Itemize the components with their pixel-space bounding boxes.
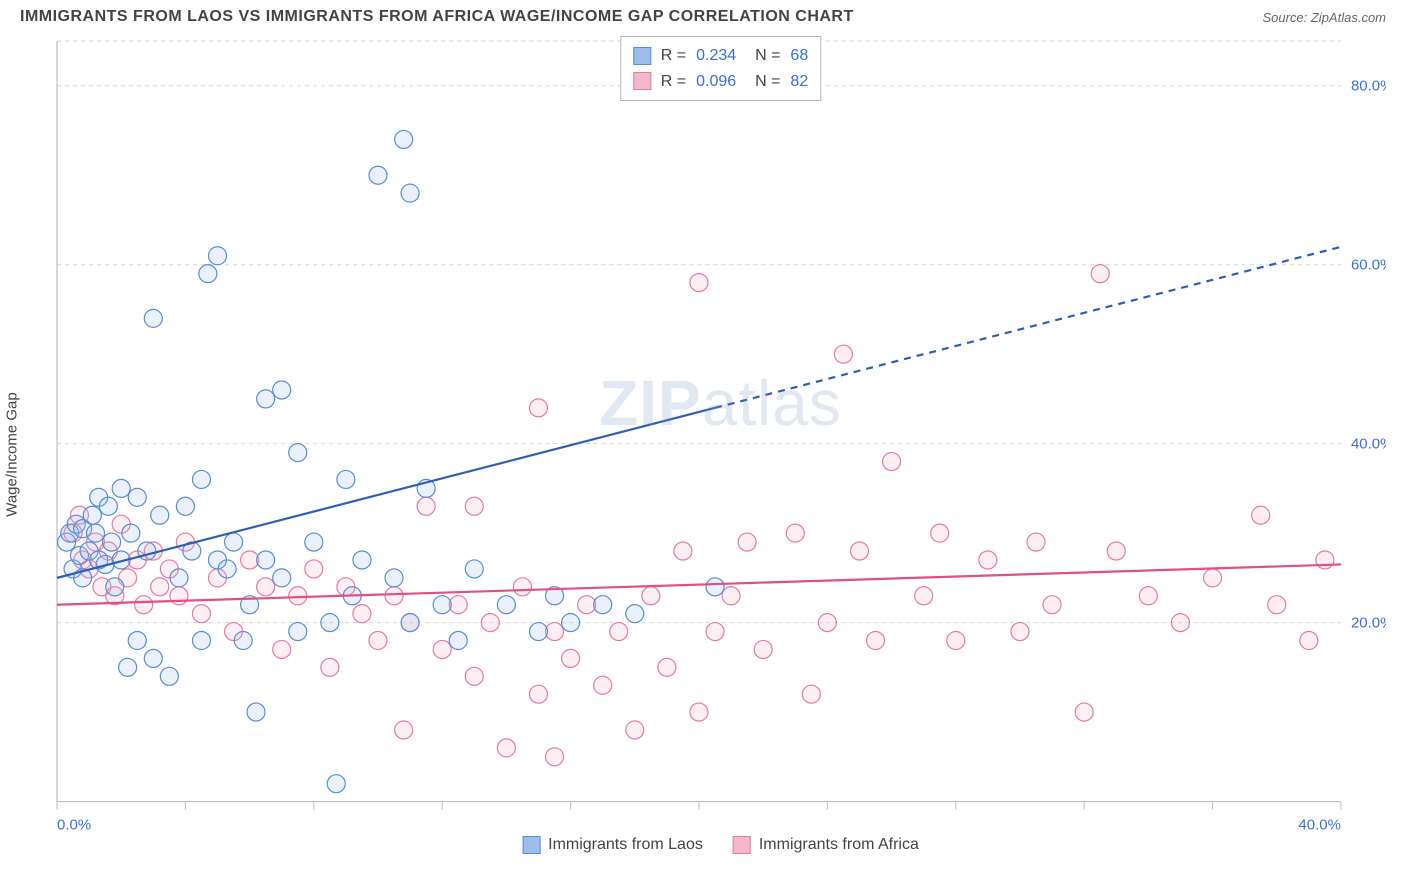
series-legend: Immigrants from Laos Immigrants from Afr… — [522, 836, 919, 854]
swatch-laos-icon — [522, 836, 540, 854]
scatter-plot: 20.0% 40.0% 60.0% 80.0% 0.0% 40.0% — [55, 36, 1386, 852]
y-axis-label: Wage/Income Gap — [4, 392, 21, 517]
legend-n-value-africa: 82 — [790, 69, 808, 95]
legend-r-value-laos: 0.234 — [696, 43, 736, 69]
svg-text:0.0%: 0.0% — [57, 817, 91, 834]
svg-text:80.0%: 80.0% — [1351, 78, 1386, 95]
legend-item-laos: Immigrants from Laos — [522, 836, 703, 854]
legend-r-label: R = — [661, 69, 686, 95]
legend-n-value-laos: 68 — [790, 43, 808, 69]
legend-n-label: N = — [746, 43, 780, 69]
series-name-africa: Immigrants from Africa — [759, 836, 919, 854]
svg-text:40.0%: 40.0% — [1298, 817, 1341, 834]
header: IMMIGRANTS FROM LAOS VS IMMIGRANTS FROM … — [0, 0, 1406, 36]
legend-row-africa: R = 0.096 N = 82 — [633, 69, 808, 95]
chart-title: IMMIGRANTS FROM LAOS VS IMMIGRANTS FROM … — [20, 8, 854, 26]
svg-text:60.0%: 60.0% — [1351, 257, 1386, 274]
chart-area: 20.0%40.0%60.0%80.0%0.0%40.0% ZIPatlas R… — [55, 36, 1386, 851]
source-label: Source: ZipAtlas.com — [1262, 10, 1386, 25]
series-name-laos: Immigrants from Laos — [548, 836, 703, 854]
correlation-legend: R = 0.234 N = 68 R = 0.096 N = 82 — [620, 36, 821, 101]
svg-text:20.0%: 20.0% — [1351, 615, 1386, 632]
legend-row-laos: R = 0.234 N = 68 — [633, 43, 808, 69]
legend-item-africa: Immigrants from Africa — [733, 836, 919, 854]
legend-r-label: R = — [661, 43, 686, 69]
svg-text:40.0%: 40.0% — [1351, 436, 1386, 453]
legend-r-value-africa: 0.096 — [696, 69, 736, 95]
legend-n-label: N = — [746, 69, 780, 95]
swatch-africa-icon — [733, 836, 751, 854]
swatch-laos — [633, 47, 651, 65]
swatch-africa — [633, 72, 651, 90]
